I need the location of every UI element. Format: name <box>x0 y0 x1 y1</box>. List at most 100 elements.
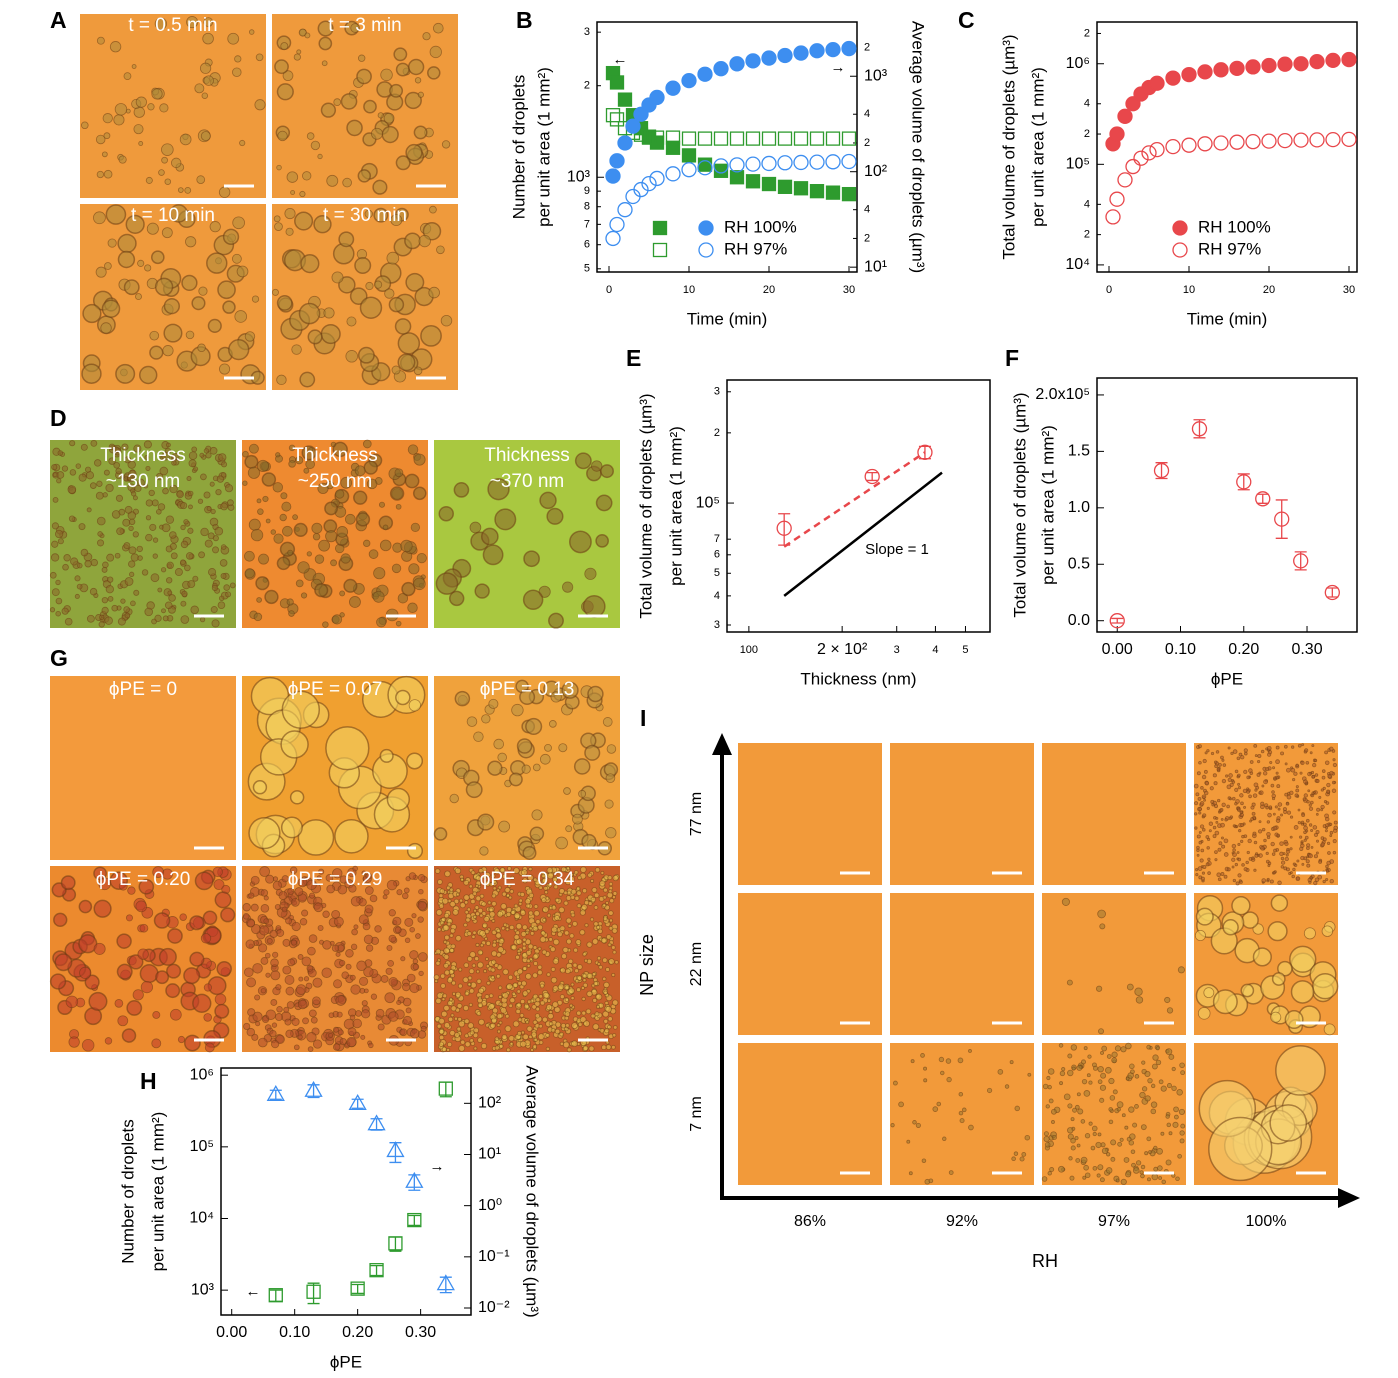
droplet <box>200 527 209 537</box>
droplet <box>60 875 76 891</box>
droplet <box>162 345 174 357</box>
droplet <box>612 1033 617 1038</box>
droplet <box>166 561 174 570</box>
y-tick-label: 9 <box>584 185 590 197</box>
droplet <box>572 921 578 927</box>
droplet <box>491 893 497 899</box>
droplet <box>1277 802 1283 807</box>
droplet <box>1144 1095 1151 1102</box>
error-bar <box>307 1282 320 1305</box>
droplet <box>1083 1046 1088 1051</box>
marker <box>1105 209 1121 225</box>
droplet <box>1304 835 1309 840</box>
droplet <box>234 55 242 63</box>
droplet <box>306 132 315 140</box>
droplet <box>1304 748 1309 753</box>
droplet <box>247 466 261 479</box>
droplet <box>171 460 177 466</box>
droplet <box>295 579 304 588</box>
droplet <box>1179 1062 1185 1069</box>
droplet <box>596 1004 601 1009</box>
y-tick-label: 4 <box>714 590 720 602</box>
droplet <box>1156 1148 1163 1155</box>
droplet <box>1284 856 1289 862</box>
droplet <box>1299 846 1304 851</box>
droplet <box>1080 1119 1086 1124</box>
droplet <box>1263 779 1268 785</box>
droplet <box>528 866 533 872</box>
droplet <box>1284 841 1289 847</box>
droplet <box>179 501 188 510</box>
droplet <box>1289 871 1293 875</box>
droplet <box>607 1016 613 1022</box>
droplet <box>1303 838 1307 842</box>
droplet <box>443 954 450 960</box>
droplet <box>1231 843 1237 849</box>
droplet <box>612 874 619 882</box>
droplet <box>375 1008 385 1018</box>
droplet <box>363 99 377 114</box>
droplet <box>106 553 115 562</box>
marker <box>841 153 857 170</box>
droplet <box>1289 815 1294 819</box>
droplet <box>446 1047 451 1053</box>
droplet <box>1130 1069 1135 1075</box>
droplet <box>572 813 583 825</box>
droplet <box>1081 1078 1088 1085</box>
droplet <box>439 920 445 926</box>
droplet <box>1125 1076 1130 1081</box>
droplet <box>595 925 601 930</box>
droplet <box>291 1017 300 1026</box>
droplet <box>291 344 302 355</box>
droplet <box>187 490 194 497</box>
droplet <box>491 1017 498 1024</box>
droplet <box>582 982 588 988</box>
droplet <box>1084 1172 1091 1179</box>
droplet <box>1248 794 1252 799</box>
y-tick-label: 10³ <box>191 1281 215 1298</box>
droplet <box>603 981 610 989</box>
droplet <box>1198 831 1202 834</box>
droplet <box>1082 1175 1087 1180</box>
axis-title: RH <box>1032 1251 1058 1271</box>
droplet <box>263 895 269 901</box>
droplet <box>1258 820 1262 824</box>
droplet <box>576 987 581 993</box>
droplet <box>333 98 342 107</box>
droplet <box>361 1000 368 1007</box>
droplet <box>515 930 521 936</box>
droplet <box>217 280 236 300</box>
droplet <box>1124 1125 1129 1130</box>
marker <box>306 1284 321 1299</box>
droplet <box>515 974 521 979</box>
droplet <box>1266 877 1270 882</box>
droplet <box>232 67 242 77</box>
droplet <box>498 995 503 1000</box>
error-bar <box>269 1289 282 1302</box>
droplet <box>93 942 106 955</box>
droplet <box>435 909 443 916</box>
droplet <box>1150 1083 1156 1089</box>
marker <box>809 131 825 146</box>
droplet <box>162 615 169 622</box>
marker <box>1149 141 1165 158</box>
droplet <box>1237 857 1242 862</box>
droplet <box>57 450 64 456</box>
droplet <box>253 612 263 622</box>
droplet <box>540 930 546 936</box>
droplet <box>560 1023 567 1029</box>
droplet <box>1153 1145 1158 1151</box>
droplet <box>217 601 226 610</box>
droplet <box>349 1014 356 1021</box>
marker <box>681 131 697 146</box>
droplet <box>465 781 483 799</box>
droplet <box>408 699 421 712</box>
droplet <box>1302 797 1307 802</box>
marker <box>1309 132 1325 148</box>
marker <box>1197 64 1213 80</box>
droplet <box>561 681 579 699</box>
droplet <box>1114 1045 1122 1052</box>
droplet <box>1152 1054 1159 1061</box>
droplet <box>105 585 114 594</box>
marker <box>633 127 649 142</box>
